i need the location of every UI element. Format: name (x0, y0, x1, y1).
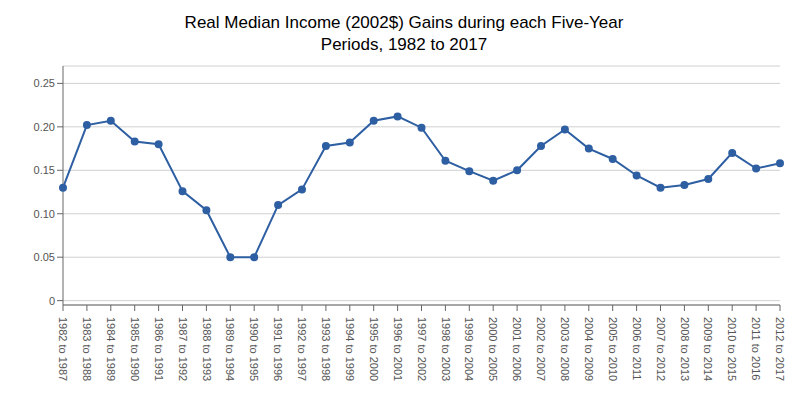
svg-text:2012 to 2017: 2012 to 2017 (774, 317, 786, 381)
svg-text:1998 to 2003: 1998 to 2003 (440, 317, 452, 381)
svg-text:1992 to 1997: 1992 to 1997 (296, 317, 308, 381)
svg-text:1991 to 1996: 1991 to 1996 (272, 317, 284, 381)
svg-text:0.05: 0.05 (34, 251, 55, 263)
svg-text:2000 to 2005: 2000 to 2005 (487, 317, 499, 381)
svg-text:1990 to 1995: 1990 to 1995 (248, 317, 260, 381)
svg-text:1994 to 1999: 1994 to 1999 (344, 317, 356, 381)
svg-text:1982 to 1987: 1982 to 1987 (57, 317, 69, 381)
svg-text:1999 to 2004: 1999 to 2004 (463, 317, 475, 381)
svg-text:1993 to 1998: 1993 to 1998 (320, 317, 332, 381)
svg-text:1987 to 1992: 1987 to 1992 (177, 317, 189, 381)
svg-text:2009 to 2014: 2009 to 2014 (702, 317, 714, 381)
svg-text:0.15: 0.15 (34, 164, 55, 176)
svg-text:2011 to 2016: 2011 to 2016 (750, 317, 762, 380)
svg-text:2002 to 2007: 2002 to 2007 (535, 317, 547, 381)
svg-text:1985 to 1990: 1985 to 1990 (129, 317, 141, 381)
svg-text:1988 to 1993: 1988 to 1993 (201, 317, 213, 381)
svg-text:0.20: 0.20 (34, 121, 55, 133)
svg-text:2001 to 2006: 2001 to 2006 (511, 317, 523, 381)
svg-text:1989 to 1994: 1989 to 1994 (224, 317, 236, 381)
svg-text:1983 to 1988: 1983 to 1988 (81, 317, 93, 381)
svg-text:1986 to 1991: 1986 to 1991 (153, 317, 165, 381)
svg-text:1996 to 2001: 1996 to 2001 (392, 317, 404, 381)
svg-text:1997 to 2002: 1997 to 2002 (416, 317, 428, 381)
html-text:Periods, 1982 to 2017: Periods, 1982 to 2017 (320, 35, 488, 54)
svg-text:2005 to 2010: 2005 to 2010 (607, 317, 619, 381)
svg-text:1984 to 1989: 1984 to 1989 (105, 317, 117, 381)
svg-text:0.10: 0.10 (34, 208, 55, 220)
svg-text:1995 to 2000: 1995 to 2000 (368, 317, 380, 381)
svg-text:2003 to 2008: 2003 to 2008 (559, 317, 571, 381)
svg-text:2007 to 2012: 2007 to 2012 (655, 317, 667, 381)
svg-text:2010 to 2015: 2010 to 2015 (726, 317, 738, 381)
svg-text:2008 to 2013: 2008 to 2013 (679, 317, 691, 381)
svg-text:0: 0 (49, 295, 55, 307)
svg-text:0.25: 0.25 (34, 77, 55, 89)
html-text:Real Median Income (2002$) Gai: Real Median Income (2002$) Gains during … (184, 13, 624, 32)
svg-text:2004 to 2009: 2004 to 2009 (583, 317, 595, 381)
svg-text:2006 to 2011: 2006 to 2011 (631, 317, 643, 380)
